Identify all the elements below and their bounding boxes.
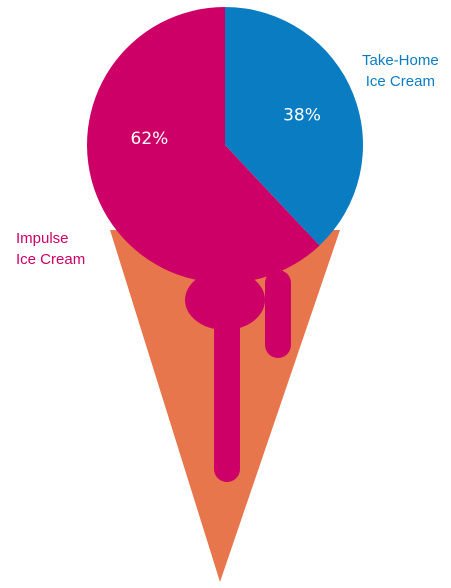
drip-short: [265, 270, 291, 358]
drips: [185, 260, 291, 482]
drip-blob: [185, 270, 265, 330]
legend-impulse-line1: Impulse: [16, 230, 69, 247]
value-label-take-home: 38%: [283, 106, 321, 126]
pie-slice-impulse: [87, 7, 320, 283]
legend-take-home-line1: Take-Home: [362, 52, 439, 69]
value-label-impulse: 62%: [131, 129, 169, 149]
pie-slice-take-home: [225, 7, 364, 246]
legend-label-take-home: Take-Home Ice Cream: [362, 50, 439, 92]
legend-take-home-line2: Ice Cream: [365, 73, 435, 90]
legend-label-impulse: Impulse Ice Cream: [16, 228, 85, 270]
legend-impulse-line2: Ice Cream: [16, 251, 86, 268]
